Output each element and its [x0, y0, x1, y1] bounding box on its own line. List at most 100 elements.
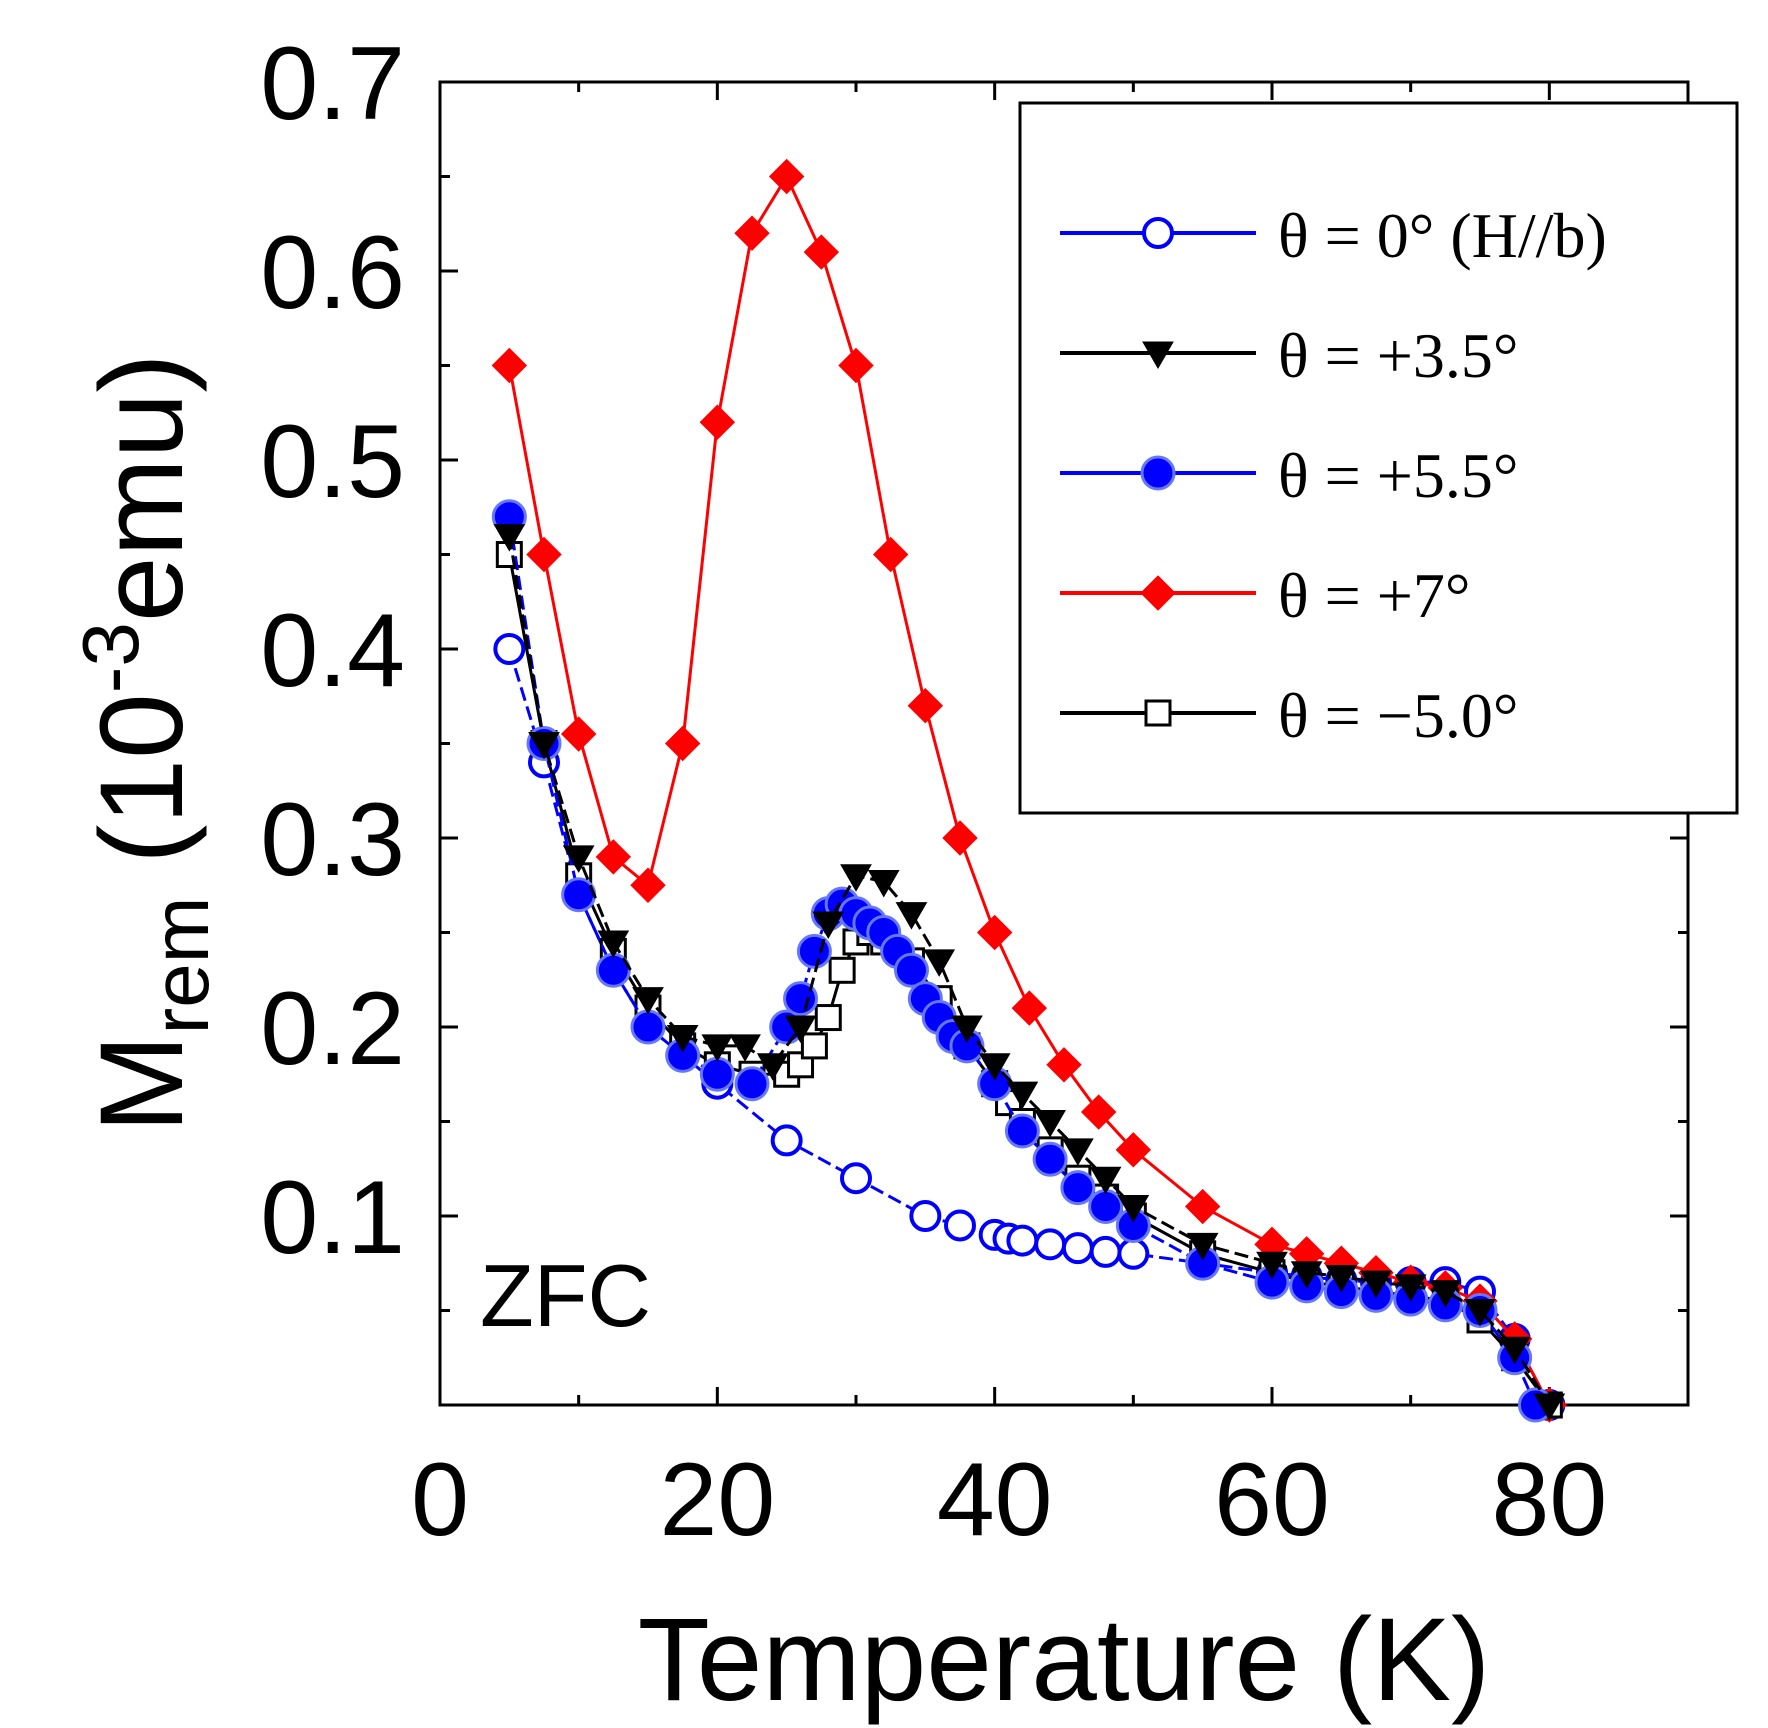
data-point [1089, 1166, 1122, 1195]
data-point [1140, 575, 1176, 611]
data-point [1186, 1232, 1219, 1261]
y-tick-label: 0.2 [260, 971, 405, 1087]
data-point [796, 933, 832, 969]
data-point [1046, 1047, 1082, 1083]
data-point [632, 987, 664, 1015]
data-point [1360, 1270, 1392, 1299]
data-point [1117, 1237, 1150, 1270]
data-point [784, 1015, 817, 1044]
data-point [1062, 1138, 1094, 1166]
legend-entry: θ = +5.5° [1060, 440, 1518, 511]
data-point [597, 930, 630, 958]
data-point [770, 1124, 803, 1157]
data-point [872, 536, 909, 573]
series-3 [491, 158, 1568, 1423]
data-point [630, 867, 666, 903]
data-point [1061, 1232, 1094, 1265]
y-tick-label: 0.1 [260, 1160, 405, 1276]
data-point [560, 716, 597, 752]
data-point [1080, 1094, 1117, 1130]
y-axis-title-sub: rem [136, 897, 225, 1035]
y-tick-label: 0.7 [260, 26, 405, 142]
y-tick-label: 0.6 [260, 215, 405, 331]
data-point [1142, 341, 1174, 370]
data-point [1088, 1189, 1124, 1225]
y-tick-labels: 0.1 0.2 0.3 0.4 0.5 0.6 0.7 [260, 26, 405, 1276]
legend-label: θ = +3.5° [1278, 320, 1518, 391]
data-point [1142, 217, 1174, 249]
x-tick-labels: 0 20 40 60 80 [411, 1442, 1607, 1558]
data-point [1290, 1261, 1323, 1289]
legend-label: θ = +7° [1278, 560, 1470, 631]
data-point [893, 952, 929, 988]
data-point [1115, 1132, 1152, 1168]
data-point [493, 633, 526, 665]
data-point [895, 902, 928, 930]
legend-entry: θ = +7° [1060, 560, 1470, 631]
data-point [1089, 1235, 1122, 1268]
data-point [1011, 990, 1048, 1026]
x-axis-title: Temperature (K) [638, 1594, 1491, 1726]
y-tick-label: 0.5 [260, 404, 405, 520]
x-tick-label: 20 [659, 1442, 775, 1558]
series-1 [493, 524, 1566, 1422]
x-tick-label: 60 [1214, 1442, 1330, 1558]
data-point [838, 347, 874, 384]
data-point [978, 1053, 1011, 1081]
data-point [800, 1032, 828, 1060]
data-point [840, 864, 872, 892]
data-point [768, 158, 805, 195]
zfc-annotation: ZFC [480, 1246, 651, 1345]
data-point [944, 1209, 976, 1242]
data-point [942, 820, 978, 856]
y-axis-title-sup: -3 [66, 622, 155, 693]
data-point [1006, 1081, 1039, 1110]
data-point [1256, 1251, 1288, 1280]
data-point [1117, 1195, 1150, 1223]
data-point [699, 404, 736, 440]
legend-entry: θ = −5.0° [1060, 680, 1518, 751]
data-point [562, 845, 595, 873]
y-axis-title-main: M [76, 1034, 208, 1132]
data-point [756, 1053, 789, 1081]
data-point [812, 911, 845, 940]
data-point [1060, 1170, 1096, 1206]
data-point [803, 234, 840, 270]
series-2 [491, 499, 1553, 1423]
data-point [1034, 1110, 1066, 1138]
data-point [1184, 1188, 1221, 1225]
data-point [664, 725, 701, 762]
legend: θ = 0° (H//b) θ = +3.5° θ = +5.5° θ = +7… [1018, 101, 1739, 815]
data-point [867, 869, 900, 898]
data-point [630, 1009, 666, 1045]
data-point [814, 1004, 842, 1032]
data-point [907, 687, 944, 724]
legend-swatch [1060, 217, 1256, 249]
data-point [528, 732, 560, 760]
legend-entry: θ = 0° (H//b) [1060, 200, 1607, 271]
x-tick-label: 40 [937, 1442, 1053, 1558]
y-axis-title-paren: (10 [76, 693, 208, 896]
y-tick-label: 0.4 [260, 593, 405, 709]
data-point [493, 524, 526, 552]
data-point [1498, 1336, 1531, 1365]
y-tick-label: 0.3 [260, 782, 405, 898]
legend-swatch [1060, 341, 1256, 370]
data-point [909, 1200, 942, 1232]
data-point [729, 1034, 761, 1062]
y-axis-title: Mrem (10-3emu) [66, 353, 225, 1132]
x-tick-label: 80 [1491, 1442, 1607, 1558]
data-point [1006, 1224, 1039, 1257]
data-point [1140, 455, 1176, 491]
data-point [1144, 699, 1172, 727]
data-point [783, 981, 819, 1017]
legend-swatch [1060, 575, 1256, 611]
data-point [666, 1024, 699, 1053]
legend-swatch [1060, 699, 1256, 727]
legend-label: θ = 0° (H//b) [1278, 200, 1607, 271]
data-point [976, 914, 1013, 951]
data-point [1325, 1264, 1358, 1293]
data-point [1533, 1393, 1566, 1422]
data-point [951, 1015, 983, 1044]
x-tick-label: 0 [411, 1442, 469, 1558]
